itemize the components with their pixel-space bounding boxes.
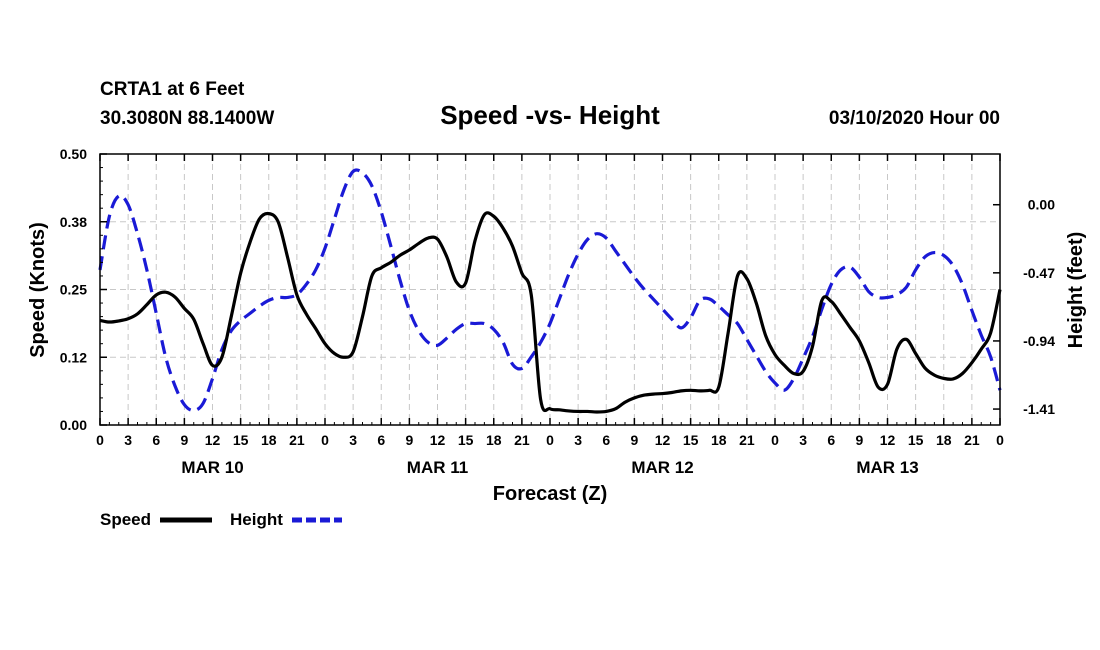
x-tick-label: 12	[880, 432, 896, 448]
x-tick-label: 15	[458, 432, 474, 448]
x-tick-label: 21	[739, 432, 755, 448]
x-tick-label: 18	[261, 432, 277, 448]
right-y-tick-label: 0.00	[1028, 197, 1055, 213]
chart-title: Speed -vs- Height	[440, 100, 660, 130]
x-tick-label: 0	[546, 432, 554, 448]
coordinates-label: 30.3080N 88.1400W	[100, 108, 274, 129]
date-label: MAR 11	[407, 458, 468, 477]
x-tick-label: 6	[602, 432, 610, 448]
forecast-datetime: 03/10/2020 Hour 00	[829, 108, 1000, 129]
x-tick-label: 3	[349, 432, 357, 448]
x-tick-label: 15	[908, 432, 924, 448]
left-y-tick-label: 0.25	[60, 282, 87, 298]
station-label: CRTA1 at 6 Feet	[100, 79, 245, 100]
x-tick-label: 21	[289, 432, 305, 448]
x-tick-label: 12	[430, 432, 446, 448]
x-tick-label: 9	[180, 432, 188, 448]
x-tick-label: 6	[152, 432, 160, 448]
right-axis-title: Height (feet)	[1065, 232, 1087, 349]
x-tick-label: 15	[233, 432, 249, 448]
date-label: MAR 13	[856, 458, 918, 477]
x-tick-label: 18	[936, 432, 952, 448]
x-tick-label: 18	[711, 432, 727, 448]
speed-line	[99, 211, 1002, 414]
right-y-tick-labels: 0.00 -0.47 -0.94 -1.41	[1023, 197, 1055, 417]
x-tick-label: 0	[96, 432, 104, 448]
right-y-tick-label: -1.41	[1023, 401, 1055, 417]
x-tick-label: 9	[855, 432, 863, 448]
x-tick-label: 21	[964, 432, 980, 448]
left-y-tick-label: 0.00	[60, 417, 87, 433]
x-tick-label: 0	[321, 432, 329, 448]
x-tick-label: 3	[124, 432, 132, 448]
x-tick-label: 6	[377, 432, 385, 448]
left-y-tick-label: 0.50	[60, 146, 87, 162]
x-tick-label: 9	[405, 432, 413, 448]
legend-speed-label: Speed	[100, 510, 151, 529]
left-y-tick-label: 0.12	[60, 349, 87, 365]
date-labels: MAR 10 MAR 11 MAR 12 MAR 13	[181, 458, 918, 477]
height-series	[98, 168, 1002, 413]
x-tick-label: 9	[630, 432, 638, 448]
axis-ticks	[99, 153, 1001, 426]
x-tick-labels: 0 3 6 9 12 15 18 21 0 3 6 9 12 15 18 21 0 3 6 9 12 15 18 21 0 3 6 9…	[96, 432, 1004, 448]
date-label: MAR 12	[631, 458, 693, 477]
left-y-tick-labels: 0.00 0.12 0.25 0.38 0.50	[60, 146, 87, 433]
x-tick-label: 18	[486, 432, 502, 448]
x-tick-label: 15	[683, 432, 699, 448]
speed-series	[99, 211, 1002, 414]
grid-lines	[100, 154, 1000, 425]
x-axis-title: Forecast (Z)	[493, 483, 607, 505]
right-y-tick-label: -0.47	[1023, 265, 1055, 281]
x-tick-label: 21	[514, 432, 530, 448]
x-tick-label: 0	[771, 432, 779, 448]
date-label: MAR 10	[181, 458, 243, 477]
x-tick-label: 12	[205, 432, 221, 448]
left-y-tick-label: 0.38	[60, 214, 87, 230]
height-line	[98, 168, 1002, 413]
left-axis-title: Speed (Knots)	[27, 222, 49, 358]
legend: Speed Height	[100, 510, 342, 529]
x-tick-label: 3	[574, 432, 582, 448]
x-tick-label: 12	[655, 432, 671, 448]
x-tick-label: 0	[996, 432, 1004, 448]
legend-height-label: Height	[230, 510, 283, 529]
x-tick-label: 3	[799, 432, 807, 448]
right-y-tick-label: -0.94	[1023, 333, 1055, 349]
x-tick-label: 6	[827, 432, 835, 448]
